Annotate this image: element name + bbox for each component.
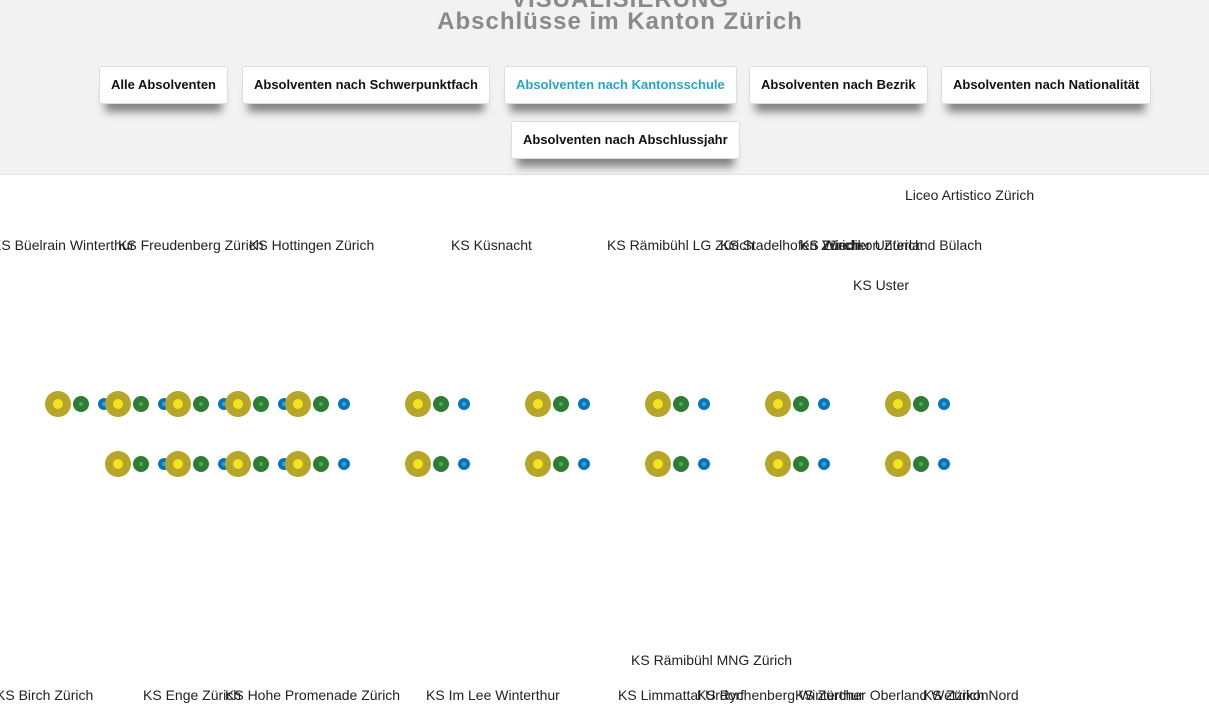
header: VISUALISIERUNG Abschlüsse im Kanton Züri… (0, 0, 1209, 175)
button[interactable]: Alle Absolventen (99, 66, 228, 104)
button[interactable]: Absolventen nach Nationalität (941, 66, 1152, 104)
bubble (822, 402, 826, 406)
label: KS Zürcher Oberland Wetzikon (795, 687, 989, 703)
bubble (233, 399, 243, 409)
bubble (679, 402, 683, 406)
bubble (773, 459, 783, 469)
bubble (173, 459, 183, 469)
bubble (653, 459, 663, 469)
label: KS Wiedikon Zürich (800, 237, 923, 253)
bubble (113, 399, 123, 409)
label: KS Zürich Nord (923, 687, 1019, 703)
bubble (162, 402, 166, 406)
bubble (559, 462, 563, 466)
bubble (342, 462, 346, 466)
bubble (113, 459, 123, 469)
bubble (893, 399, 903, 409)
button[interactable]: Absolventen nach Bezrik (749, 66, 928, 104)
label: KS Rämibühl LG Zürich (607, 237, 755, 253)
bubble (439, 402, 443, 406)
label: KS Rychenberg Winterthur (697, 687, 864, 703)
label: KS Freudenberg Zürich (118, 237, 264, 253)
bubble (702, 402, 706, 406)
bubble (582, 402, 586, 406)
bubble (559, 402, 563, 406)
bubble (893, 459, 903, 469)
bubble (773, 399, 783, 409)
bubble (702, 462, 706, 466)
label: KS Im Lee Winterthur (426, 687, 560, 703)
bubble (582, 462, 586, 466)
bubble (199, 402, 203, 406)
label: KS Büelrain Winterthur (0, 237, 135, 253)
bubble (319, 402, 323, 406)
bubble (799, 462, 803, 466)
bubble (53, 399, 63, 409)
bubble (942, 462, 946, 466)
label: KS Rämibühl MNG Zürich (631, 652, 793, 668)
label: KS Stadelhofen Zürich (720, 237, 861, 253)
bubble (822, 462, 826, 466)
bubble (282, 462, 286, 466)
bubble (293, 399, 303, 409)
bubble (462, 462, 466, 466)
bubble (259, 462, 263, 466)
bubble (293, 459, 303, 469)
bubble (282, 402, 286, 406)
bubble (679, 462, 683, 466)
bubble (439, 462, 443, 466)
bubble (139, 462, 143, 466)
bubble (799, 402, 803, 406)
bubble (139, 402, 143, 406)
bubble (919, 462, 923, 466)
button[interactable]: Absolventen nach Schwerpunktfach (242, 66, 490, 104)
button[interactable]: Absolventen nach Abschlussjahr (511, 121, 740, 159)
label: KS Enge Zürich (143, 687, 242, 703)
label: Liceo Artistico Zürich (905, 187, 1035, 203)
overline: VISUALISIERUNG (0, 0, 1209, 14)
label: KS Uster (853, 277, 910, 293)
title: Abschlüsse im Kanton Zürich (437, 8, 803, 35)
bubble (413, 459, 423, 469)
bubble (162, 462, 166, 466)
bubble (233, 459, 243, 469)
label: KS Hottingen Zürich (249, 237, 375, 253)
bubble (102, 402, 106, 406)
bubble (173, 399, 183, 409)
bubble (222, 462, 226, 466)
bubble (533, 399, 543, 409)
label: KS Zürcher Unterland Bülach (800, 237, 983, 253)
label: KS Birch Zürich (0, 687, 94, 703)
bubble (919, 402, 923, 406)
bubble (413, 399, 423, 409)
label: KS Küsnacht (451, 237, 532, 253)
bubble (259, 402, 263, 406)
label: KS Limmattal Urdorf (618, 687, 745, 703)
bubble (222, 402, 226, 406)
bubble (462, 402, 466, 406)
bubble (342, 402, 346, 406)
button-active[interactable]: Absolventen nach Kantonsschule (504, 66, 737, 104)
bubble (319, 462, 323, 466)
bubble (533, 459, 543, 469)
bubble (199, 462, 203, 466)
bubble (653, 399, 663, 409)
bubble (942, 402, 946, 406)
label: KS Hohe Promenade Zürich (225, 687, 401, 703)
bubble (79, 402, 83, 406)
